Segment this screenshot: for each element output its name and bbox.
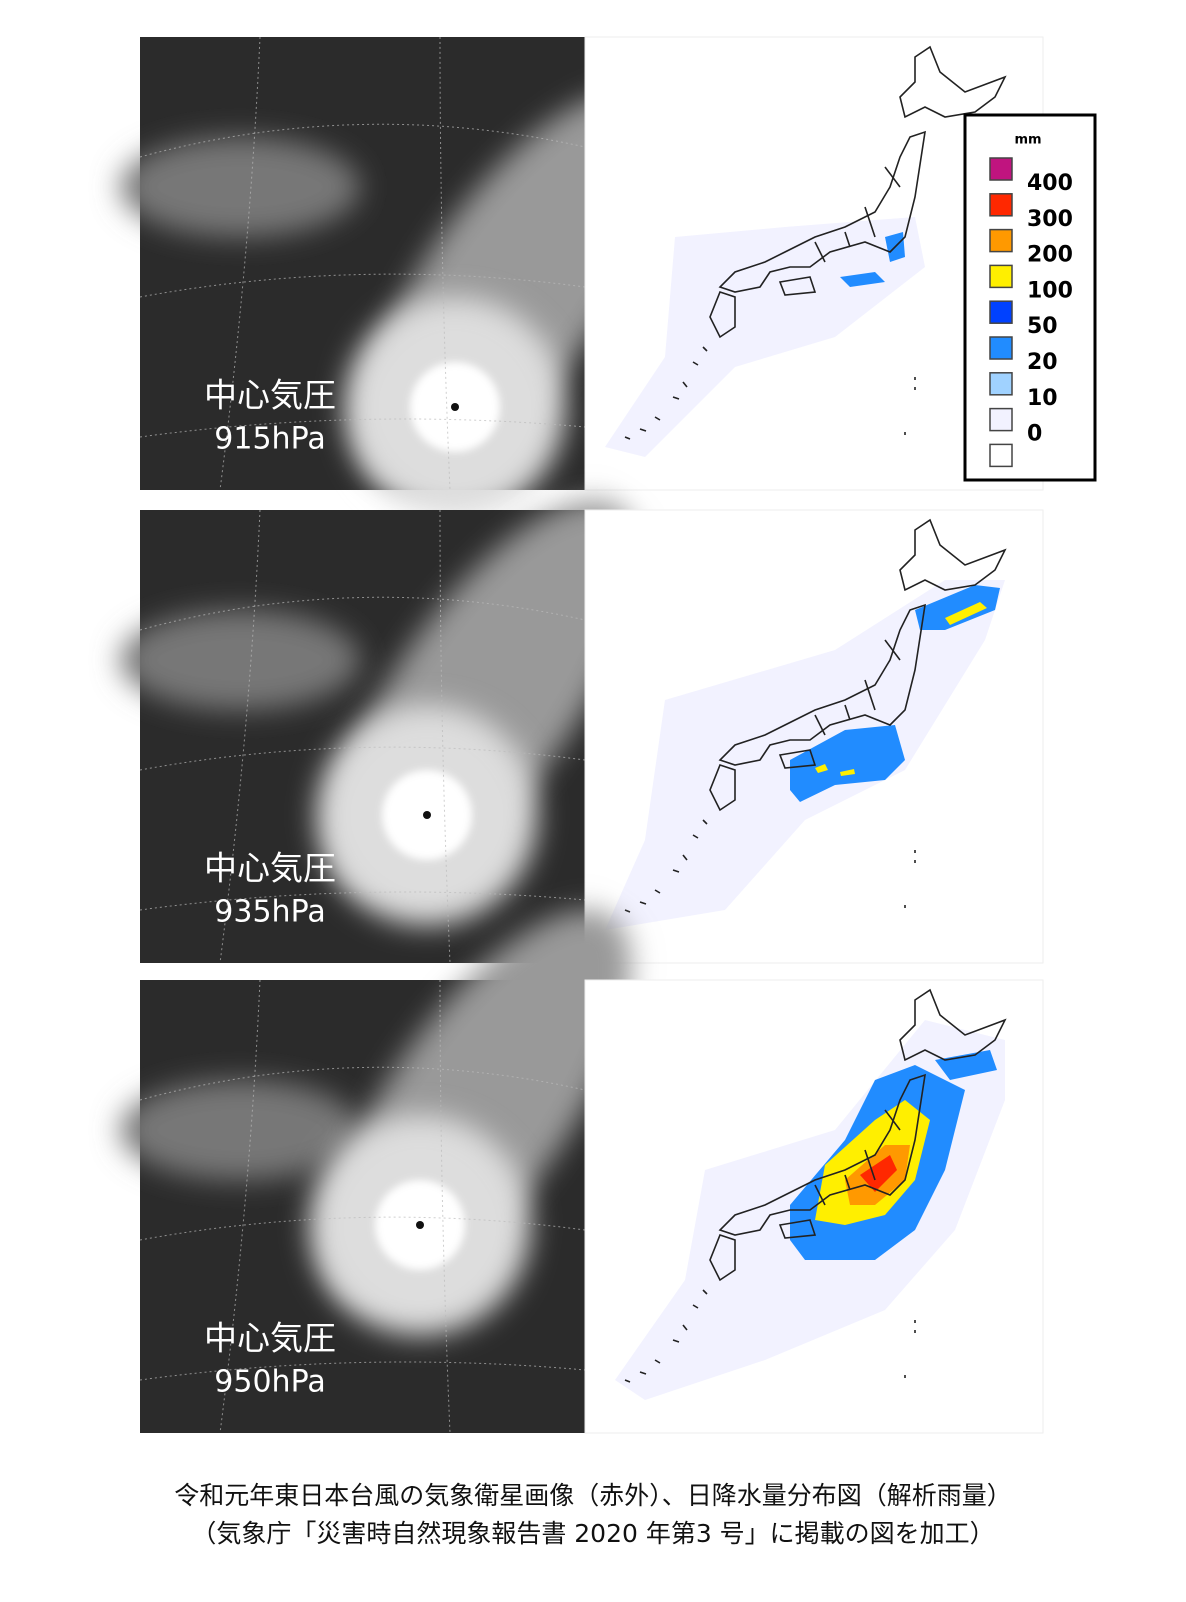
rain-area bbox=[915, 585, 1000, 630]
cloud bbox=[120, 610, 360, 710]
legend-unit: mm bbox=[1014, 133, 1041, 148]
legend-label: 400 bbox=[1027, 171, 1073, 196]
rain-area bbox=[945, 602, 987, 625]
rain-map bbox=[584, 509, 1044, 964]
legend-swatch bbox=[989, 264, 1013, 289]
label: 中心気圧 bbox=[204, 849, 336, 888]
rain-area bbox=[935, 1050, 997, 1080]
rain-area bbox=[860, 1155, 897, 1192]
legend-label: 0 bbox=[1027, 422, 1042, 447]
cloud bbox=[120, 1080, 360, 1180]
pressure: 935hPa bbox=[214, 895, 325, 930]
legend-swatch bbox=[989, 407, 1013, 432]
satellite-image: 中心気圧 935hPa bbox=[120, 499, 639, 964]
legend-box bbox=[963, 113, 1097, 482]
panels: 中心気圧 915hPa 中心気圧 935hPa 中心気圧 950hPa bbox=[120, 36, 1044, 1434]
legend-swatch bbox=[989, 193, 1013, 217]
legend-swatch bbox=[989, 443, 1013, 468]
typhoon-eye bbox=[423, 811, 431, 819]
rain-map bbox=[584, 979, 1044, 1434]
legend-swatch bbox=[989, 336, 1013, 360]
legend-label: 20 bbox=[1027, 350, 1058, 375]
legend-label: 100 bbox=[1027, 278, 1073, 303]
typhoon-eye bbox=[416, 1221, 424, 1229]
label: 中心気圧 bbox=[204, 1319, 336, 1358]
legend-label: 10 bbox=[1027, 386, 1058, 411]
legend-label: 200 bbox=[1027, 243, 1073, 268]
legend-swatch bbox=[989, 372, 1013, 396]
legend-swatch bbox=[989, 157, 1013, 181]
caption: 令和元年東日本台風の気象衛星画像（赤外）、日降水量分布図（解析雨量） bbox=[174, 1481, 1012, 1510]
legend-swatch bbox=[989, 228, 1013, 253]
satellite-image: 中心気圧 950hPa bbox=[120, 909, 632, 1434]
label: 中心気圧 bbox=[204, 376, 336, 415]
caption: （気象庁「災害時自然現象報告書 2020 年第3 号」に掲載の図を加工） bbox=[191, 1519, 994, 1548]
legend-label: 300 bbox=[1027, 207, 1073, 232]
rain-area bbox=[840, 272, 885, 287]
typhoon-eye bbox=[451, 403, 459, 411]
legend-swatch bbox=[989, 300, 1013, 324]
pressure: 950hPa bbox=[214, 1365, 325, 1400]
rain-area bbox=[790, 725, 905, 802]
legend-label: 50 bbox=[1027, 314, 1058, 339]
pressure: 915hPa bbox=[214, 422, 325, 457]
rain-area bbox=[815, 764, 855, 776]
cloud bbox=[120, 137, 360, 237]
